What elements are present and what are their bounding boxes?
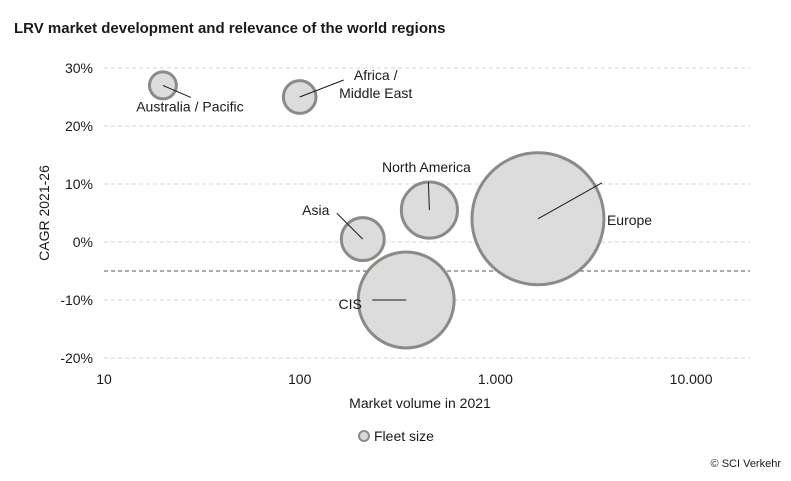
y-tick-label: -20% — [60, 350, 93, 366]
bubble-label: CIS — [338, 296, 361, 312]
leader-line — [162, 84, 192, 98]
grid-lines — [104, 67, 750, 359]
bubble-label: North America — [382, 159, 471, 175]
bubble-label: Australia / Pacific — [136, 98, 243, 114]
bubble-labels: Australia / Pacific Africa / Middle East As… — [136, 67, 652, 312]
y-axis-ticks: 30% 20% 10% 0% -10% -20% — [60, 60, 93, 366]
bubble-label: Africa / Middle East — [339, 67, 412, 101]
legend-marker — [358, 430, 370, 442]
x-tick-label: 100 — [288, 371, 312, 387]
y-tick-label: 30% — [65, 60, 93, 76]
bubble-label: Europe — [607, 212, 652, 228]
y-axis-label: CAGR 2021-26 — [36, 165, 52, 261]
chart-title: LRV market development and relevance of … — [14, 20, 446, 37]
x-tick-label: 1.000 — [478, 371, 513, 387]
y-tick-label: 20% — [65, 118, 93, 134]
copyright: © SCI Verkehr — [710, 458, 781, 470]
x-axis-ticks: 10 100 1.000 10.000 — [96, 371, 712, 387]
legend-label: Fleet size — [374, 428, 434, 444]
y-tick-label: 10% — [65, 176, 93, 192]
leader-line — [537, 182, 603, 220]
y-tick-label: -10% — [60, 292, 93, 308]
x-tick-label: 10 — [96, 371, 112, 387]
y-tick-label: 0% — [73, 234, 93, 250]
leader-lines — [162, 79, 603, 301]
bubble-label: Asia — [302, 202, 329, 218]
leader-line — [427, 182, 430, 211]
legend: Fleet size — [358, 428, 434, 444]
x-axis-label: Market volume in 2021 — [349, 395, 491, 411]
leader-line — [336, 212, 364, 240]
x-tick-label: 10.000 — [670, 371, 713, 387]
leader-line — [299, 79, 344, 98]
